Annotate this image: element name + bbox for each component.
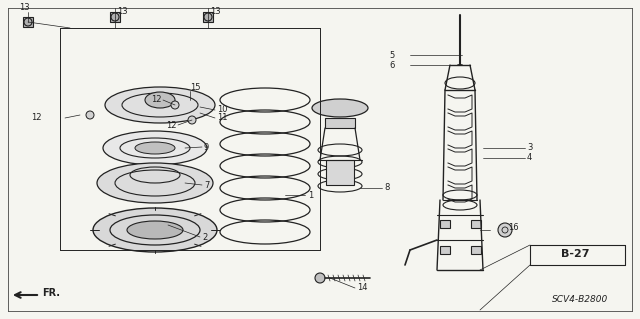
- Text: SCV4-B2800: SCV4-B2800: [552, 295, 608, 305]
- Bar: [325, 118, 355, 128]
- Bar: [440, 246, 450, 254]
- Bar: [326, 160, 354, 185]
- Circle shape: [498, 223, 512, 237]
- Ellipse shape: [105, 87, 215, 123]
- Text: 12: 12: [166, 121, 177, 130]
- Bar: [23, 17, 33, 27]
- Ellipse shape: [312, 99, 368, 117]
- Ellipse shape: [145, 92, 175, 108]
- Text: FR.: FR.: [42, 288, 60, 298]
- Text: 13: 13: [19, 4, 29, 12]
- Bar: [203, 12, 213, 22]
- Ellipse shape: [97, 163, 213, 203]
- Text: 8: 8: [384, 183, 389, 192]
- Text: 12: 12: [152, 95, 162, 105]
- Text: 15: 15: [190, 84, 200, 93]
- Ellipse shape: [93, 208, 217, 252]
- Circle shape: [171, 101, 179, 109]
- Text: B-27: B-27: [561, 249, 589, 259]
- Circle shape: [188, 116, 196, 124]
- Text: 7: 7: [204, 181, 209, 189]
- Ellipse shape: [127, 221, 183, 239]
- Circle shape: [315, 273, 325, 283]
- Ellipse shape: [135, 142, 175, 154]
- Text: 3: 3: [527, 144, 532, 152]
- Circle shape: [86, 111, 94, 119]
- Text: 14: 14: [357, 284, 367, 293]
- Text: 13: 13: [210, 8, 221, 17]
- Text: 13: 13: [117, 8, 127, 17]
- Text: 2: 2: [202, 233, 207, 241]
- Text: 11: 11: [217, 114, 227, 122]
- Text: 4: 4: [527, 153, 532, 162]
- Text: 1: 1: [308, 190, 313, 199]
- Bar: [471, 246, 481, 254]
- Bar: [440, 220, 450, 228]
- Text: 6: 6: [390, 61, 395, 70]
- Bar: [471, 220, 481, 228]
- Bar: [110, 12, 120, 22]
- Text: 16: 16: [508, 224, 518, 233]
- Text: 5: 5: [390, 50, 395, 60]
- Text: 10: 10: [217, 106, 227, 115]
- Text: 9: 9: [204, 143, 209, 152]
- Text: 12: 12: [31, 114, 42, 122]
- Ellipse shape: [103, 131, 207, 165]
